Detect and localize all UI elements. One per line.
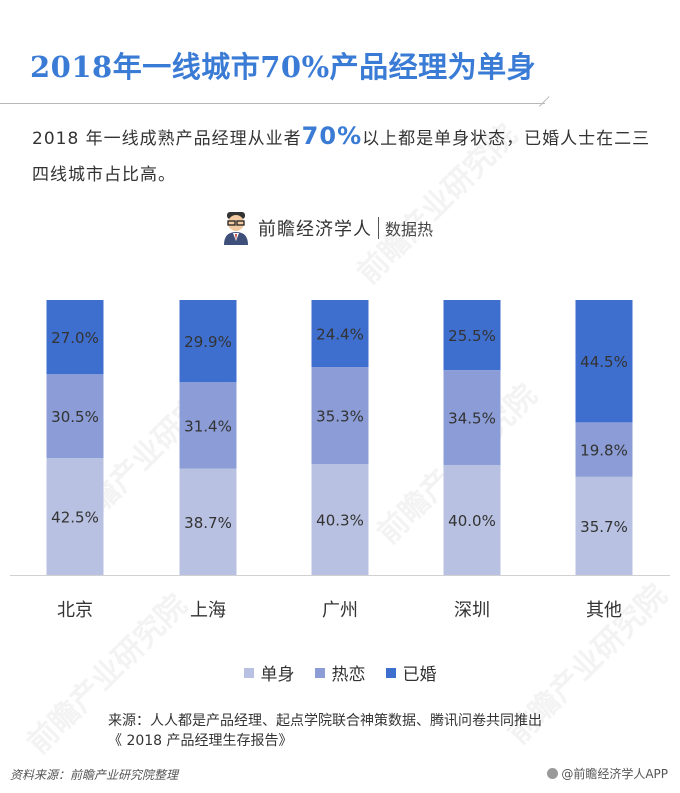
app-logo-icon	[547, 768, 559, 779]
bar-segment-1-2	[179, 468, 237, 575]
category-label-3: 广州	[322, 600, 358, 621]
data-label-3-2: 29.9%	[184, 333, 232, 351]
bar-segment-3-2	[179, 300, 237, 383]
data-label-2-3: 35.3%	[316, 408, 364, 426]
footer-app-label: @前瞻经济学人APP	[561, 767, 668, 781]
description-prefix: 2018 年一线成熟产品经理从业者	[32, 129, 302, 149]
legend-item-married: 已婚	[385, 660, 437, 685]
category-label-5: 其他	[586, 600, 622, 621]
bar-segment-1-5	[575, 476, 633, 575]
title-divider	[0, 103, 545, 104]
bar-segment-3-1	[46, 300, 104, 375]
legend-label-dating: 热恋	[331, 665, 366, 685]
data-label-3-5: 44.5%	[580, 353, 628, 371]
bar-segment-2-3	[311, 367, 369, 465]
data-label-3-3: 24.4%	[316, 326, 364, 344]
data-label-3-1: 27.0%	[51, 329, 99, 347]
legend-swatch-married	[385, 667, 396, 678]
legend-swatch-dating	[314, 667, 325, 678]
data-label-1-1: 42.5%	[51, 509, 99, 527]
data-label-2-4: 34.5%	[448, 410, 496, 428]
data-label-2-5: 19.8%	[580, 442, 628, 460]
data-label-1-3: 40.3%	[316, 512, 364, 530]
chart-legend: 单身 热恋 已婚	[0, 660, 680, 685]
legend-label-single: 单身	[260, 665, 295, 685]
bar-segment-2-2	[179, 382, 237, 469]
data-label-2-2: 31.4%	[184, 417, 232, 435]
category-label-2: 上海	[190, 600, 226, 621]
source-line-1: 来源：人人都是产品经理、起点学院联合神策数据、腾讯问卷共同推出	[108, 713, 542, 729]
page-title: 2018年一线城市70%产品经理为单身	[30, 50, 537, 84]
bar-segment-1-4	[443, 465, 501, 575]
legend-label-married: 已婚	[402, 665, 437, 685]
brand-block: 前瞻经济学人 数据热	[222, 210, 433, 246]
bar-segment-1-3	[311, 464, 369, 575]
data-label-1-5: 35.7%	[580, 518, 628, 536]
bar-segment-1-1	[46, 458, 104, 575]
brand-separator	[378, 217, 379, 239]
stacked-bar-chart: 42.5% 30.5% 27.0% 北京 38.7% 31.4% 29.9% 上海 40.3% 3…	[10, 300, 670, 621]
footer-app: @前瞻经济学人APP	[547, 765, 668, 782]
footer-credit: 资料来源：前瞻产业研究院整理	[10, 768, 179, 782]
bar-segment-3-3	[311, 300, 369, 368]
data-label-1-2: 38.7%	[184, 514, 232, 532]
source-note: 来源：人人都是产品经理、起点学院联合神策数据、腾讯问卷共同推出 《 2018 产…	[108, 711, 542, 751]
data-label-3-4: 25.5%	[448, 327, 496, 345]
data-label-2-1: 30.5%	[51, 408, 99, 426]
legend-swatch-single	[243, 667, 254, 678]
brand-subtitle: 数据热	[385, 220, 434, 239]
description-highlight: 70%	[301, 122, 363, 150]
legend-item-dating: 热恋	[314, 660, 366, 685]
category-label-1: 北京	[57, 600, 93, 621]
source-line-2: 《 2018 产品经理生存报告》	[108, 733, 293, 749]
description: 2018 年一线成熟产品经理从业者70%以上都是单身状态，已婚人士在二三四线城市…	[32, 118, 662, 193]
bar-segment-2-5	[575, 422, 633, 477]
title-divider-tail	[539, 96, 550, 107]
data-label-1-4: 40.0%	[448, 512, 496, 530]
category-label-4: 深圳	[454, 600, 490, 621]
description-suffix: 以上都是单身状态，已婚人士在二三四线城市占比高。	[32, 129, 651, 185]
bar-segment-3-5	[575, 300, 633, 423]
bar-segment-2-1	[46, 374, 104, 459]
bar-segment-3-4	[443, 300, 501, 371]
brand-name: 前瞻经济学人	[258, 219, 372, 240]
avatar-icon	[224, 212, 248, 245]
legend-item-single: 单身	[243, 660, 295, 685]
bar-segment-2-4	[443, 370, 501, 465]
